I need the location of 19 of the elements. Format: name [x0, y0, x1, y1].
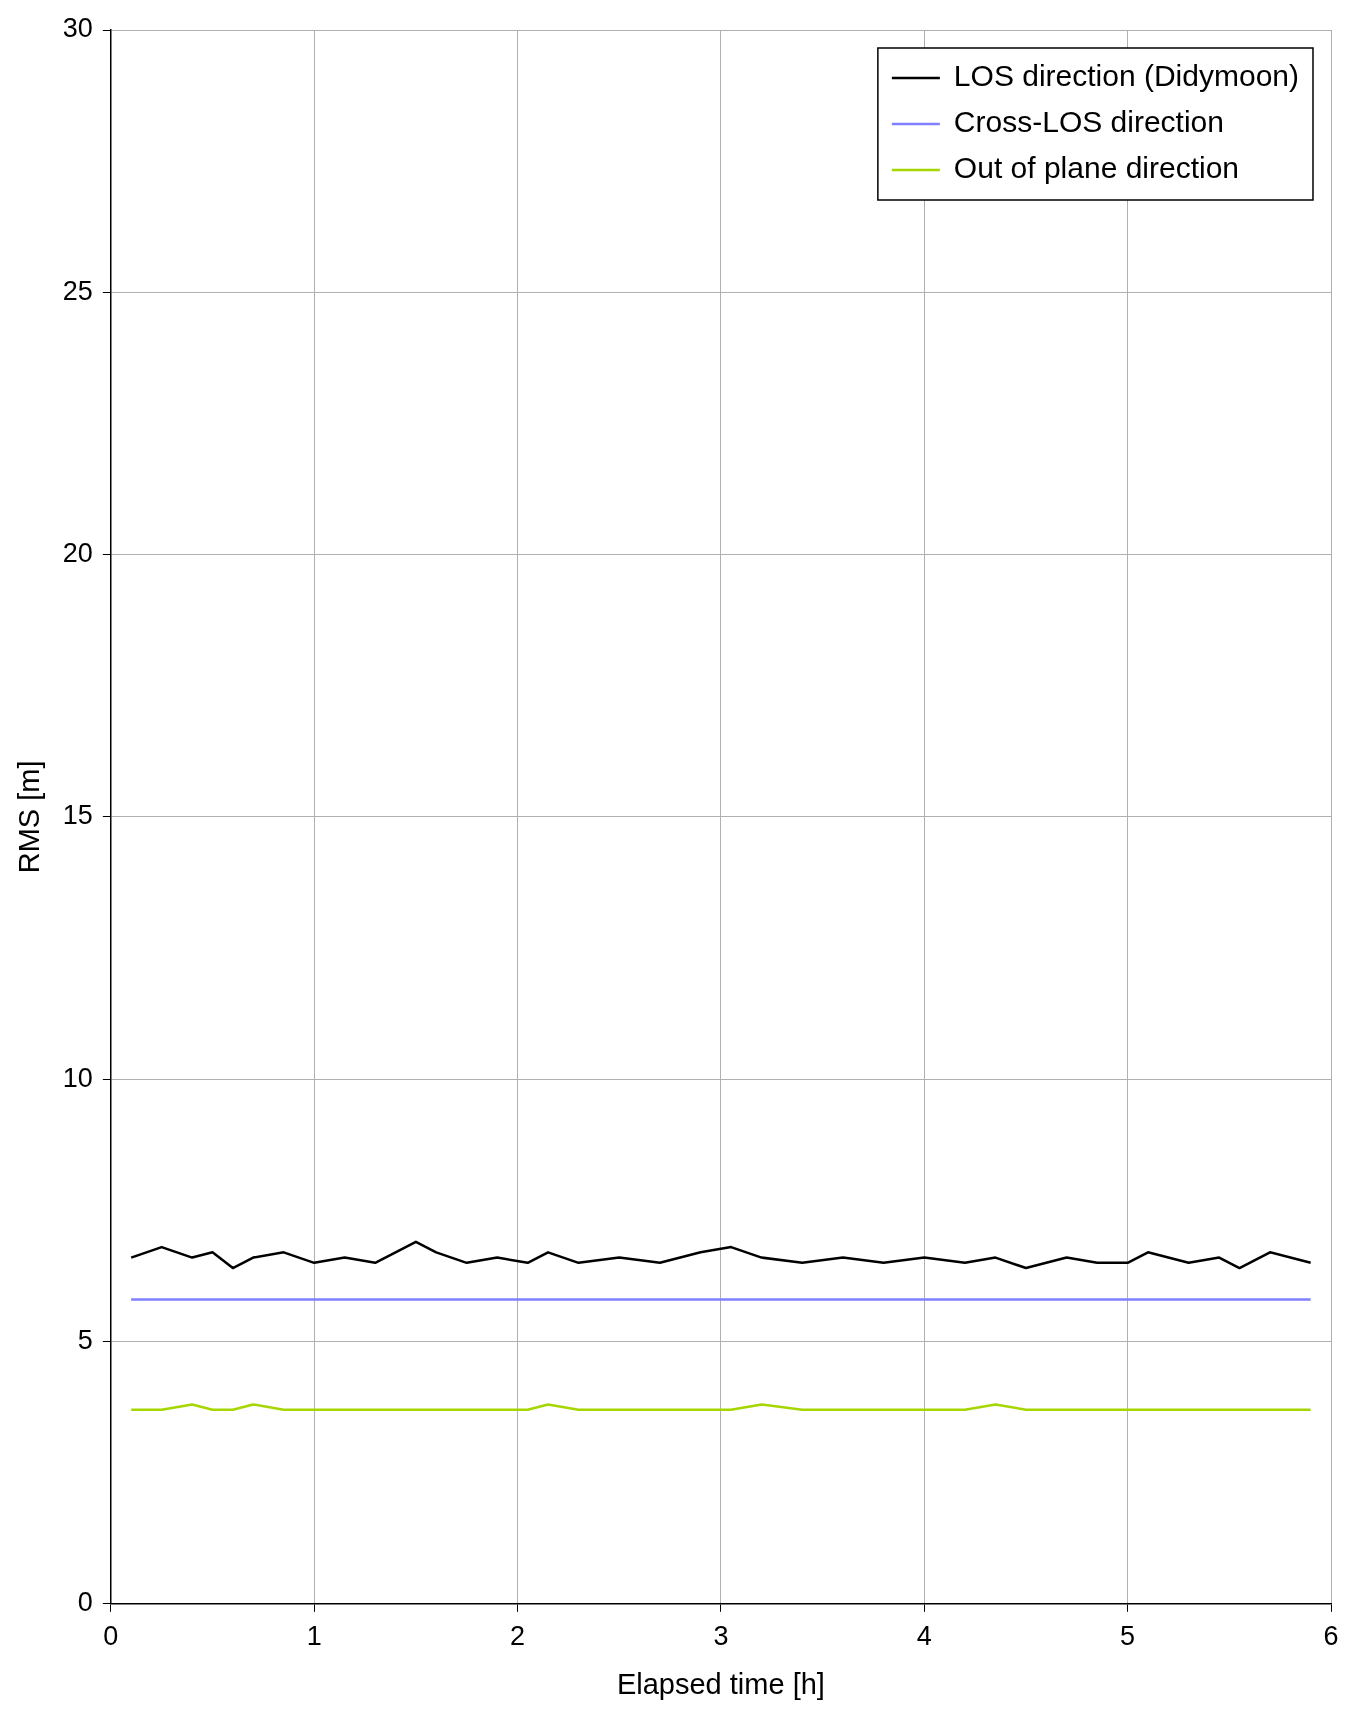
legend-label: LOS direction (Didymoon)	[953, 59, 1300, 93]
y-tick-label: 0	[77, 1587, 93, 1618]
x-axis-title: Elapsed time [h]	[616, 1667, 825, 1700]
y-tick-label: 25	[62, 275, 93, 306]
y-tick-label: 15	[62, 800, 93, 831]
x-tick-label: 4	[916, 1621, 932, 1652]
x-tick-label: 6	[1323, 1621, 1339, 1652]
y-tick-label: 5	[77, 1324, 93, 1355]
y-tick-label: 20	[62, 538, 93, 569]
x-tick-label: 5	[1120, 1621, 1136, 1652]
y-tick-label: 30	[62, 13, 93, 44]
x-tick-label: 0	[103, 1621, 119, 1652]
x-tick-label: 1	[306, 1621, 322, 1652]
x-tick-label: 2	[510, 1621, 526, 1652]
y-tick-label: 10	[62, 1062, 93, 1093]
legend-label: Out of plane direction	[953, 151, 1240, 185]
legend-label: Cross-LOS direction	[953, 105, 1224, 139]
y-axis-title: RMS [m]	[13, 760, 46, 874]
x-tick-label: 3	[713, 1621, 729, 1652]
